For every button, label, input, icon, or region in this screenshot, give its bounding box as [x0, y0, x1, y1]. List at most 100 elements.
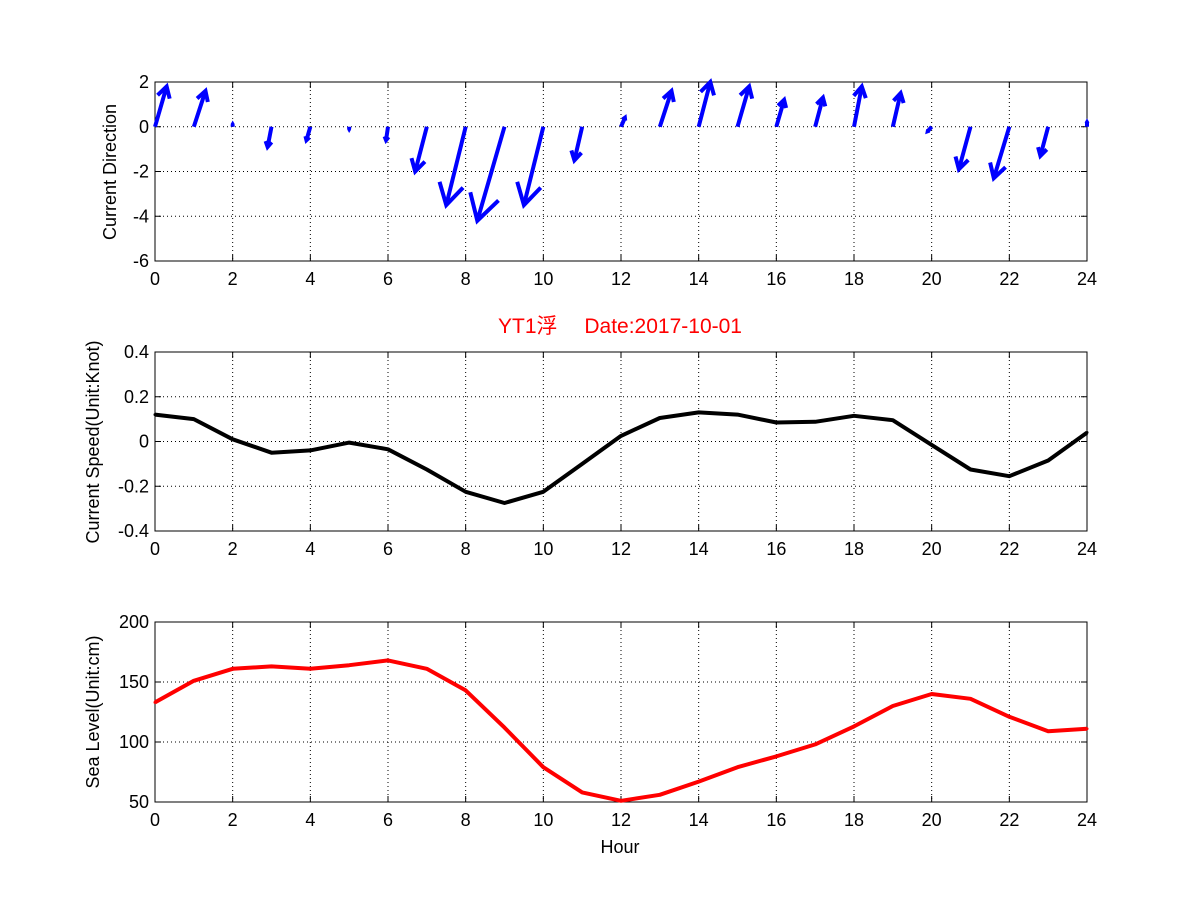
sea-level-data-point: [774, 754, 778, 758]
current-speed-data-point: [541, 490, 545, 494]
sea-level-data-point: [580, 790, 584, 794]
current-speed-y-tick-label: -0.2: [118, 476, 149, 496]
sea-level-data-point: [852, 724, 856, 728]
sea-level-data-point: [153, 700, 157, 704]
current-arrow-head: [776, 96, 789, 109]
current-speed-data-point: [891, 418, 895, 422]
sea-level-y-tick-label: 100: [119, 732, 149, 752]
sea-level-x-tick-label: 18: [844, 810, 864, 830]
current-arrow: [988, 126, 1012, 183]
current-arrow: [303, 126, 313, 145]
current-arrow: [437, 126, 468, 209]
current-speed-x-tick-label: 8: [461, 539, 471, 559]
current-arrow-head: [468, 191, 500, 225]
current-speed-x-tick-label: 20: [922, 539, 942, 559]
sea-level-x-tick-label: 24: [1077, 810, 1097, 830]
sea-level-data-point: [930, 692, 934, 696]
current-arrow-shaft: [475, 126, 507, 222]
current-speed-data-point: [813, 420, 817, 424]
current-direction-ylabel: Current Direction: [100, 104, 120, 240]
current-arrow: [153, 82, 172, 128]
sea-level-data-point: [270, 664, 273, 668]
current-arrow-head: [1036, 146, 1049, 160]
sea-level-data-point: [347, 663, 351, 667]
current-arrow-head: [661, 87, 676, 103]
current-arrow: [890, 89, 906, 128]
current-speed-y-tick-label: 0.2: [124, 387, 149, 407]
current-arrow-shaft: [191, 90, 208, 128]
sea-level-x-tick-label: 16: [766, 810, 786, 830]
sea-level-data-point: [697, 780, 701, 784]
sea-level-data-point: [969, 697, 972, 701]
sea-level-data-point: [503, 726, 506, 730]
current-arrow-shaft: [657, 90, 674, 128]
current-arrow-head: [569, 149, 583, 165]
current-arrow-head: [382, 135, 391, 145]
current-arrow-shaft: [696, 81, 713, 128]
chart-title: YT1浮 Date:2017-10-01: [498, 315, 742, 338]
sea-level-xlabel: Hour: [600, 837, 639, 857]
current-speed-x-tick-label: 16: [766, 539, 786, 559]
sea-level-panel: Sea Level(Unit:cm) Hour 0 2 4 6 8 10 12 14 16 18 2…: [83, 612, 1097, 857]
sea-level-x-tick-label: 22: [999, 810, 1019, 830]
sea-level-data-point: [813, 742, 817, 746]
sea-level-data-point: [308, 667, 312, 671]
current-arrow: [953, 126, 973, 174]
current-arrow-shaft: [813, 97, 825, 128]
current-direction-x-tick-label: 10: [533, 269, 553, 289]
current-speed-x-tick-label: 2: [228, 539, 238, 559]
current-speed-data-point: [580, 462, 584, 466]
current-arrow-head: [892, 89, 906, 104]
sea-level-data-point: [231, 667, 235, 671]
current-arrow: [852, 82, 868, 128]
current-arrow-shaft: [572, 126, 585, 161]
current-speed-data-point: [231, 437, 235, 441]
sea-level-y-tick-label: 150: [119, 672, 149, 692]
current-arrow-head: [347, 127, 352, 133]
current-arrow-shaft: [444, 126, 468, 206]
current-speed-y-tick-label: -0.4: [118, 521, 149, 541]
current-arrow: [925, 125, 934, 135]
current-speed-data-point: [852, 414, 856, 418]
current-speed-data-point: [464, 490, 468, 494]
current-arrow-head: [195, 87, 210, 103]
current-direction-x-tick-label: 8: [461, 269, 471, 289]
current-arrow-head: [699, 78, 716, 96]
current-arrow: [569, 126, 585, 165]
current-speed-data-point: [736, 413, 739, 417]
current-arrow: [696, 78, 716, 128]
current-speed-x-tick-label: 22: [999, 539, 1019, 559]
sea-level-ylabel: Sea Level(Unit:cm): [83, 635, 103, 788]
current-speed-data-point: [969, 467, 972, 471]
sea-level-x-tick-label: 10: [533, 810, 553, 830]
sea-level-data-point: [541, 765, 545, 769]
sea-level-data-point: [619, 799, 623, 803]
sea-level-data-point: [891, 704, 895, 708]
current-arrow-shaft: [735, 85, 752, 128]
current-arrow-head: [925, 128, 931, 135]
current-speed-x-tick-label: 24: [1077, 539, 1097, 559]
current-speed-data-point: [270, 451, 273, 455]
current-direction-y-tick-label: 0: [139, 117, 149, 137]
current-arrow: [657, 87, 676, 128]
sea-level-y-tick-label: 200: [119, 612, 149, 632]
current-arrow-head: [988, 162, 1007, 183]
current-arrow: [774, 96, 789, 128]
current-speed-data-point: [619, 434, 623, 438]
current-speed-data-point: [1007, 474, 1011, 478]
current-speed-data-point: [930, 443, 934, 447]
current-direction-panel: Current Direction 0 2 4 6 8 10 12 14 16 18 20 22 242…: [100, 72, 1097, 289]
current-speed-data-point: [308, 448, 312, 452]
current-direction-x-tick-label: 24: [1077, 269, 1097, 289]
current-arrow: [263, 126, 274, 151]
sea-level-y-tick-label: 50: [129, 792, 149, 812]
current-direction-x-tick-label: 18: [844, 269, 864, 289]
current-arrow-head: [953, 155, 970, 174]
current-arrow-head: [621, 114, 628, 122]
current-arrow: [347, 126, 352, 133]
current-speed-x-tick-label: 14: [689, 539, 709, 559]
current-arrow-head: [263, 140, 274, 151]
sea-level-data-point: [658, 793, 662, 797]
current-arrow: [813, 93, 828, 128]
